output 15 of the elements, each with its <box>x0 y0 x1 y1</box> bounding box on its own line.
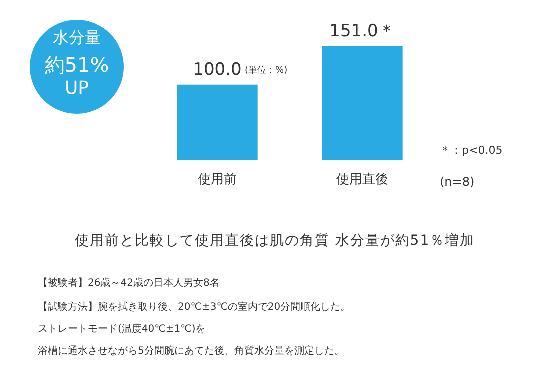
text: ストレートモード(温度40℃±1℃)を <box>38 322 206 336</box>
data-label: 100.0 <box>193 60 242 80</box>
text: 【試験方法】腕を拭き取り後、20℃±3℃の室内で20分間順化した。 <box>38 300 351 314</box>
annotation: (単位：%) <box>245 64 288 77</box>
data-label: 151.0＊ <box>330 22 396 42</box>
text: UP <box>64 78 90 99</box>
text: 【被験者】26歳～42歳の日本人男女8名 <box>38 276 220 290</box>
text: 浴槽に通水させながら5分間腕にあてた後、角質水分量を測定した。 <box>38 344 344 358</box>
x-tick-label: 使用直後 <box>336 172 388 188</box>
text: ＊：p<0.05 <box>440 143 503 158</box>
x-tick-label: 使用前 <box>198 172 237 188</box>
text: 約51% <box>44 52 110 79</box>
text: (n=8) <box>440 175 475 189</box>
text: 使用前と比較して使用直後は肌の角質 水分量が約51％増加 <box>74 232 476 250</box>
text: 水分量 <box>52 28 102 49</box>
